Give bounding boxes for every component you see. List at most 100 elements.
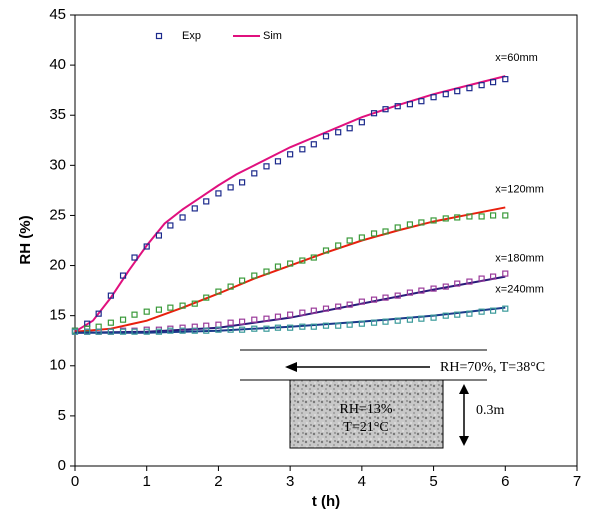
- exp-marker: [155, 306, 163, 313]
- exp-marker: [227, 283, 234, 290]
- y-tick-label: 5: [58, 407, 66, 424]
- plot-frame: [74, 14, 578, 467]
- exp-marker: [274, 324, 282, 331]
- exp-marker: [287, 324, 294, 331]
- exp-marker: [299, 257, 306, 264]
- exp-marker: [287, 311, 294, 318]
- exp-marker: [394, 317, 401, 324]
- exp-marker: [299, 146, 306, 153]
- y-tick-label: 15: [49, 307, 66, 324]
- exp-marker: [251, 325, 258, 332]
- exp-marker: [167, 222, 174, 229]
- exp-marker: [238, 277, 246, 284]
- exp-marker: [143, 243, 150, 250]
- exp-marker: [466, 278, 473, 285]
- exp-marker: [227, 326, 234, 333]
- depth-arrowhead: [459, 436, 469, 446]
- exp-marker: [454, 214, 461, 221]
- exp-marker: [95, 310, 102, 317]
- exp-marker: [322, 247, 330, 254]
- exp-marker: [310, 307, 317, 314]
- exp-marker: [489, 79, 497, 86]
- exp-marker: [131, 328, 138, 335]
- exp-marker: [335, 303, 342, 310]
- exp-marker: [310, 323, 317, 330]
- exp-marker: [251, 170, 258, 177]
- exp-marker: [263, 163, 270, 170]
- exp-marker: [335, 242, 342, 249]
- sim-line: [74, 275, 506, 334]
- exp-marker: [191, 327, 198, 334]
- exp-marker: [382, 106, 389, 113]
- exp-marker: [251, 272, 258, 279]
- exp-marker: [346, 125, 353, 132]
- exp-marker: [358, 320, 365, 327]
- depth-label: 0.3m: [476, 403, 505, 418]
- exp-marker: [215, 288, 222, 295]
- exp-marker: [430, 94, 437, 101]
- exp-marker: [466, 213, 473, 220]
- exp-marker: [274, 263, 282, 270]
- exp-marker: [238, 179, 246, 186]
- exp-marker: [251, 316, 258, 323]
- exp-marker: [203, 294, 210, 301]
- exp-marker: [370, 319, 378, 326]
- exp-marker: [502, 305, 509, 312]
- exp-marker: [502, 212, 509, 219]
- exp-marker: [155, 328, 163, 335]
- exp-marker: [418, 315, 425, 322]
- exp-marker: [442, 215, 449, 222]
- exp-marker: [179, 327, 186, 334]
- exp-marker: [155, 232, 163, 239]
- exp-marker: [478, 275, 485, 282]
- y-tick-label: 40: [49, 56, 66, 73]
- exp-marker: [310, 141, 317, 148]
- exp-marker: [454, 88, 461, 95]
- exp-marker: [215, 321, 222, 328]
- exp-marker: [167, 327, 174, 334]
- exp-marker: [299, 323, 306, 330]
- exp-marker: [203, 327, 210, 334]
- exp-marker: [143, 328, 150, 335]
- exp-marker: [502, 270, 509, 277]
- y-tick-label: 0: [58, 457, 66, 474]
- sample-box: [289, 379, 444, 449]
- exp-marker: [71, 328, 79, 335]
- flow-label: RH=70%, T=38°C: [440, 360, 545, 375]
- exp-marker: [466, 85, 473, 92]
- x-tick-label: 7: [573, 473, 581, 490]
- exp-marker: [95, 328, 102, 335]
- exp-marker: [310, 254, 317, 261]
- exp-marker: [238, 326, 246, 333]
- exp-marker: [131, 311, 138, 318]
- sample-temp: T=21°C: [343, 420, 388, 435]
- x-tick-label: 3: [286, 473, 294, 490]
- exp-marker: [454, 280, 461, 287]
- exp-marker: [394, 292, 401, 299]
- exp-marker: [442, 283, 449, 290]
- exp-marker: [418, 287, 425, 294]
- exp-marker: [358, 234, 365, 241]
- x-tick-label: 5: [429, 473, 437, 490]
- exp-marker: [394, 103, 401, 110]
- exp-marker: [215, 326, 222, 333]
- y-tick-label: 25: [49, 206, 66, 223]
- exp-marker: [119, 316, 127, 323]
- exp-marker: [274, 158, 282, 165]
- y-tick-label: 30: [49, 156, 66, 173]
- exp-marker: [502, 76, 509, 83]
- x-tick-label: 4: [358, 473, 366, 490]
- exp-marker: [287, 151, 294, 158]
- exp-marker: [322, 322, 330, 329]
- exp-marker: [406, 316, 414, 323]
- flow-arrowhead: [285, 362, 297, 372]
- exp-marker: [131, 254, 138, 261]
- exp-marker: [430, 314, 437, 321]
- exp-marker: [442, 312, 449, 319]
- exp-marker: [478, 308, 485, 315]
- exp-marker: [478, 82, 485, 89]
- y-tick-label: 10: [49, 357, 66, 374]
- exp-marker: [143, 308, 150, 315]
- exp-marker: [346, 301, 353, 308]
